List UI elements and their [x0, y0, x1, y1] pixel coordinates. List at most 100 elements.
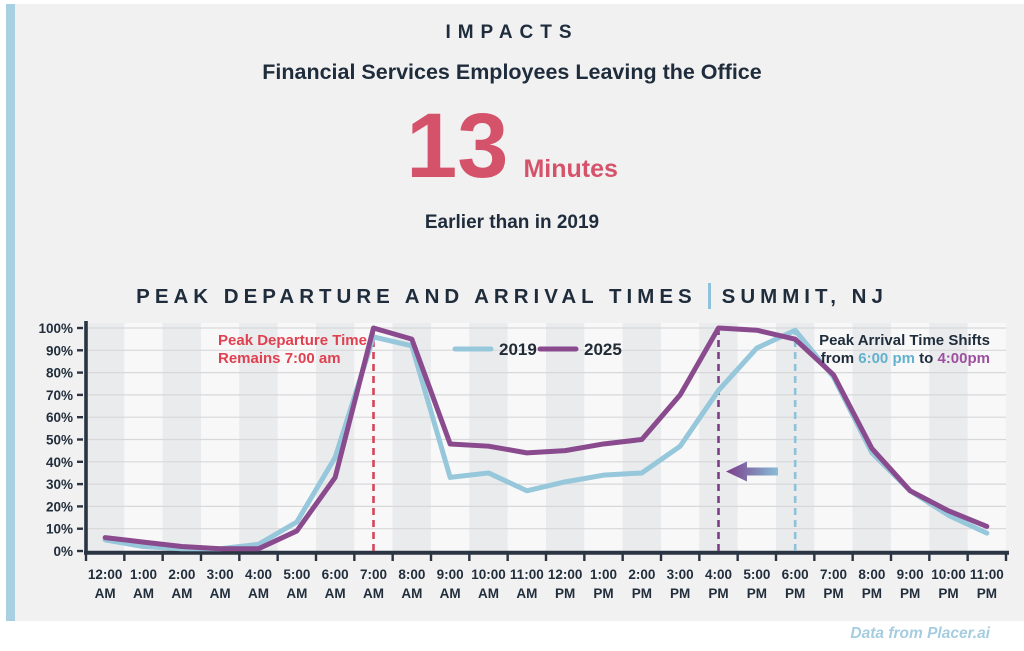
plot-band — [469, 323, 508, 551]
x-axis-label-time: 1:00 — [590, 567, 617, 582]
page-title: Financial Services Employees Leaving the… — [262, 60, 762, 84]
chart-title-left: PEAK DEPARTURE AND ARRIVAL TIMES — [136, 285, 697, 308]
x-axis-label-time: 4:00 — [705, 567, 732, 582]
x-axis-label-time: 12:00 — [88, 567, 123, 582]
arrival-from-label: from — [820, 349, 855, 367]
arrival-to-time: 4:00pm — [937, 349, 990, 367]
y-axis-label: 100% — [38, 321, 73, 336]
y-axis-label: 70% — [46, 388, 73, 403]
x-axis-label-time: 8:00 — [398, 567, 425, 582]
stat-unit: Minutes — [523, 155, 618, 183]
plot-band — [967, 323, 1006, 551]
legend-label-2025: 2025 — [584, 340, 622, 359]
line-chart: 0% 10% 20% 30% 40% 50% 60% 70% 80% 90% 100% 12:00 AM… — [38, 321, 1009, 601]
x-axis-label-meridiem: PM — [823, 586, 843, 601]
x-axis-label-time: 12:00 — [548, 567, 583, 582]
chart-line-2025 — [102, 325, 990, 552]
annotation-arrival-line1: Peak Arrival Time Shifts — [819, 332, 990, 349]
x-axis-label-meridiem: PM — [747, 586, 767, 601]
plot-band — [546, 323, 585, 551]
x-axis-label-time: 9:00 — [897, 567, 924, 582]
arrival-to-label: to — [919, 349, 934, 367]
plot-band — [584, 323, 623, 551]
stat-value: 13 — [406, 95, 509, 197]
x-axis-label-time: 8:00 — [858, 567, 885, 582]
y-axis-label: 50% — [46, 433, 73, 448]
x-axis-label-time: 1:00 — [130, 567, 157, 582]
x-axis-label-time: 6:00 — [782, 567, 809, 582]
x-axis-label-time: 11:00 — [970, 567, 1004, 582]
x-axis-label-time: 10:00 — [471, 567, 506, 582]
x-axis-label-meridiem: AM — [325, 586, 346, 601]
chart-title: PEAK DEPARTURE AND ARRIVAL TIMES SUMMIT, … — [0, 283, 1024, 309]
x-axis-label-time: 7:00 — [360, 567, 387, 582]
left-accent-stripe — [6, 4, 15, 621]
y-axis-label: 0% — [53, 544, 73, 559]
x-axis-label-meridiem: AM — [478, 586, 499, 601]
stat-caption: Earlier than in 2019 — [424, 212, 600, 233]
x-axis-label-meridiem: PM — [670, 586, 690, 601]
shift-arrow — [726, 461, 778, 482]
x-axis-label-time: 5:00 — [743, 567, 770, 582]
legend-label-2019: 2019 — [499, 340, 537, 359]
x-axis-label-meridiem: PM — [977, 586, 997, 601]
x-axis-label-meridiem: AM — [95, 586, 116, 601]
x-axis-label-meridiem: AM — [516, 586, 537, 601]
annotation-departure: Peak Departure Time Remains 7:00 am — [218, 332, 367, 367]
annotation-departure-line2: Remains 7:00 am — [218, 349, 341, 367]
x-axis-label-time: 3:00 — [207, 567, 234, 582]
x-axis-label-meridiem: PM — [555, 586, 575, 601]
annotation-arrival-line2: from 6:00 pm to 4:00pm — [819, 350, 990, 368]
x-axis-label-meridiem: AM — [440, 586, 461, 601]
plot-band — [392, 323, 431, 551]
x-axis-label-meridiem: PM — [785, 586, 805, 601]
x-axis-label-meridiem: AM — [401, 586, 422, 601]
x-axis-label-time: 3:00 — [667, 567, 694, 582]
x-axis-label-meridiem: PM — [938, 586, 958, 601]
x-axis-label-meridiem: PM — [593, 586, 613, 601]
plot-band — [86, 323, 125, 551]
plot-band — [737, 323, 776, 551]
x-axis-label-time: 5:00 — [283, 567, 310, 582]
annotation-departure-line1: Peak Departure Time — [218, 332, 367, 349]
y-axis-label: 40% — [46, 455, 73, 470]
chart-title-right: SUMMIT, NJ — [721, 285, 888, 308]
annotation-arrival: Peak Arrival Time Shifts from 6:00 pm to… — [819, 332, 990, 367]
plot-band — [201, 323, 240, 551]
y-axis-label: 10% — [46, 522, 73, 537]
x-axis-label-time: 7:00 — [820, 567, 847, 582]
x-axis-label-meridiem: AM — [363, 586, 384, 601]
plot-band — [162, 323, 201, 551]
x-axis-label-meridiem: AM — [133, 586, 154, 601]
x-axis-label-meridiem: AM — [248, 586, 269, 601]
plot-band — [891, 323, 930, 551]
x-axis-label-time: 9:00 — [437, 567, 464, 582]
data-credit: Data from Placer.ai — [850, 625, 990, 642]
plot-band — [239, 323, 278, 551]
x-axis-label-meridiem: AM — [171, 586, 192, 601]
x-axis-label-meridiem: AM — [210, 586, 231, 601]
x-axis-label-time: 6:00 — [322, 567, 349, 582]
y-axis-label: 30% — [46, 477, 73, 492]
x-axis-label-time: 10:00 — [931, 567, 966, 582]
x-axis-label-meridiem: AM — [286, 586, 307, 601]
plot-band — [124, 323, 163, 551]
x-axis-label-meridiem: PM — [862, 586, 882, 601]
plot-band — [661, 323, 700, 551]
y-axis-label: 60% — [46, 410, 73, 425]
plot-band — [852, 323, 891, 551]
stat-highlight: 13 Minutes — [0, 100, 1024, 192]
x-axis-label-meridiem: PM — [708, 586, 728, 601]
plot-band — [507, 323, 546, 551]
x-axis-label-time: 11:00 — [510, 567, 544, 582]
x-axis-label-meridiem: PM — [632, 586, 652, 601]
arrival-from-time: 6:00 pm — [858, 349, 915, 367]
y-axis-label: 80% — [46, 366, 73, 381]
x-axis-label-time: 4:00 — [245, 567, 272, 582]
kicker: IMPACTS — [445, 22, 579, 43]
x-axis-label-time: 2:00 — [628, 567, 655, 582]
x-axis-label-meridiem: PM — [900, 586, 920, 601]
y-axis-label: 90% — [46, 343, 73, 358]
x-axis-label-time: 2:00 — [168, 567, 195, 582]
